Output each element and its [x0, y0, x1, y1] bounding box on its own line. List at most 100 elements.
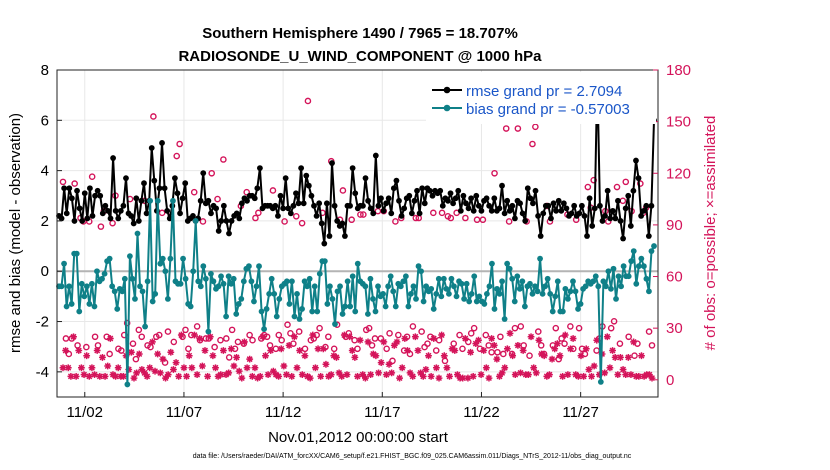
y-right-tick-label: 90: [666, 217, 683, 234]
y-tick-label: 4: [41, 163, 49, 180]
bias-series-point: [385, 283, 392, 290]
bias-series-point: [620, 263, 627, 270]
bias-series-point: [483, 290, 490, 297]
obs-assimilated-marker: [193, 371, 201, 379]
obs-assimilated-marker: [356, 336, 364, 344]
x-tick-label: 11/17: [364, 404, 400, 421]
rmse-series-point: [143, 210, 150, 217]
rmse-series-point: [635, 175, 642, 182]
y-tick-label: 6: [41, 112, 49, 129]
rmse-series-point: [401, 205, 408, 212]
obs-possible-marker: [94, 342, 102, 349]
obs-possible-marker: [406, 350, 414, 358]
bias-series-point: [332, 321, 338, 327]
obs-possible-marker: [567, 323, 574, 330]
obs-possible-marker: [325, 333, 332, 341]
rmse-series-point: [555, 197, 562, 204]
bias-series-point: [129, 275, 136, 282]
obs-assimilated-marker: [430, 335, 438, 342]
obs-assimilated-marker: [398, 364, 406, 372]
obs-possible-marker: [616, 340, 624, 347]
rmse-series-point: [581, 212, 588, 219]
obs-assimilated-marker: [564, 371, 572, 379]
obs-assimilated-marker: [546, 371, 553, 379]
obs-assimilated-marker: [396, 374, 403, 382]
rmse-series-point: [617, 218, 624, 224]
obs-assimilated-marker: [577, 352, 585, 360]
rmse-series-point: [275, 212, 281, 219]
bias-series-point: [251, 298, 257, 305]
obs-assimilated-marker: [141, 369, 148, 377]
rmse-series-point: [257, 165, 263, 172]
obs-possible-marker: [499, 350, 507, 358]
obs-possible-marker: [91, 333, 99, 341]
obs-possible-marker: [459, 345, 466, 353]
obs-assimilated-marker: [96, 372, 104, 380]
bias-series-point: [164, 296, 171, 302]
bias-series-point: [646, 288, 652, 295]
rmse-series-point: [321, 240, 328, 247]
bias-series-point: [147, 197, 154, 204]
obs-possible-marker: [558, 335, 565, 342]
obs-assimilated-marker: [593, 336, 601, 344]
bias-series-point: [119, 288, 126, 295]
bias-series-point: [628, 258, 635, 265]
rmse-series-point: [506, 207, 513, 214]
rmse-series-point: [578, 202, 585, 209]
rmse-series-point: [120, 202, 127, 209]
obs-assimilated-marker: [285, 341, 293, 349]
obs-possible-marker: [392, 218, 399, 225]
bias-series-point: [549, 308, 556, 315]
rmse-series-point: [334, 218, 341, 224]
obs-assimilated-marker: [338, 372, 346, 380]
y-right-tick-label: 150: [666, 114, 691, 131]
obs-possible-marker: [552, 324, 560, 332]
bias-series-point: [423, 283, 430, 290]
bias-series-point: [468, 290, 475, 297]
obs-assimilated-marker: [488, 335, 496, 342]
rmse-series-point: [223, 218, 230, 224]
obs-assimilated-marker: [498, 369, 506, 377]
x-tick-label: 11/07: [166, 404, 202, 421]
obs-assimilated-marker: [603, 333, 611, 341]
rmse-series-point: [630, 187, 637, 194]
obs-possible-marker: [351, 336, 358, 344]
rmse-series-point: [102, 202, 109, 209]
obs-possible-marker: [473, 216, 481, 224]
rmse-series-point: [645, 233, 652, 239]
obs-possible-marker: [447, 214, 455, 222]
bias-series-point: [91, 303, 98, 310]
bias-series-point: [248, 278, 255, 285]
bias-series-point: [152, 290, 159, 297]
obs-assimilated-marker: [309, 331, 317, 339]
obs-assimilated-marker: [227, 345, 235, 353]
bias-series-point: [554, 278, 561, 285]
obs-possible-marker: [494, 348, 501, 356]
legend-bias-marker: [443, 104, 451, 112]
rmse-series-point: [512, 215, 518, 222]
rmse-series-point: [609, 207, 616, 214]
rmse-series-point: [406, 192, 413, 199]
bias-series-point: [89, 280, 95, 287]
obs-possible-marker: [123, 319, 131, 327]
obs-assimilated-marker: [501, 364, 509, 372]
rmse-series-point: [553, 207, 560, 214]
bias-series-point: [408, 290, 414, 297]
legend-rmse-marker: [443, 86, 451, 94]
obs-possible-marker: [208, 169, 216, 177]
obs-possible-marker: [185, 345, 192, 353]
rmse-series-point: [378, 195, 384, 202]
obs-assimilated-marker: [467, 348, 474, 356]
bias-series-point: [230, 275, 237, 282]
obs-assimilated-marker: [230, 362, 238, 370]
obs-assimilated-marker: [624, 354, 632, 361]
obs-assimilated-marker: [480, 347, 488, 354]
series-layer: [56, 72, 657, 388]
bias-series-point: [286, 301, 293, 307]
rmse-series-point: [465, 205, 472, 212]
obs-assimilated-marker: [635, 372, 643, 380]
rmse-series-point: [370, 210, 377, 217]
obs-assimilated-marker: [611, 354, 619, 361]
rmse-series-point: [156, 185, 163, 192]
